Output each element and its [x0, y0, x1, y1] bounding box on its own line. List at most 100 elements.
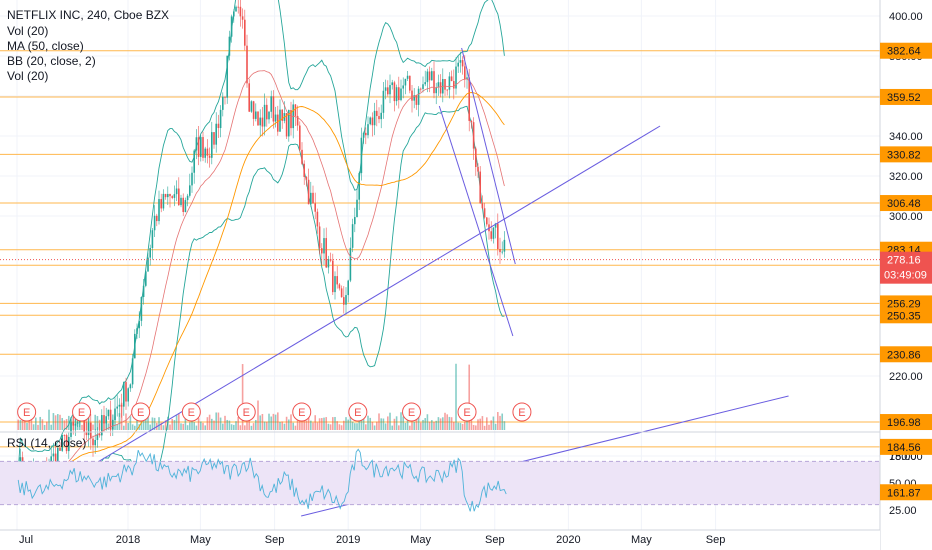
- candle-body: [217, 123, 220, 129]
- candle-body: [153, 215, 156, 231]
- volume-bar: [380, 418, 383, 430]
- candle-body: [252, 101, 255, 119]
- candle-body: [305, 176, 308, 180]
- volume-bar: [398, 425, 400, 430]
- volume-bar: [57, 414, 59, 430]
- candle-body: [343, 297, 345, 305]
- candle-body: [369, 117, 372, 125]
- candle-body: [98, 433, 101, 436]
- candle-body: [52, 453, 55, 457]
- candle-body: [125, 382, 127, 402]
- candle-body: [213, 132, 215, 145]
- candle-body: [422, 84, 424, 90]
- candle-body: [61, 435, 64, 451]
- candle-body: [87, 422, 90, 436]
- candle-body: [120, 404, 123, 407]
- volume-bar: [455, 363, 457, 430]
- candle-body: [200, 137, 202, 157]
- candle-body: [395, 87, 398, 102]
- volume-bar: [349, 414, 352, 430]
- volume-bar: [246, 421, 248, 430]
- volume-bar: [494, 423, 497, 430]
- volume-bar: [28, 412, 31, 430]
- level-tag-label: 161.87: [887, 487, 921, 499]
- candle-body: [323, 238, 325, 254]
- earnings-label: E: [298, 407, 305, 419]
- volume-bar: [17, 419, 20, 430]
- price-candles: [19, 0, 506, 490]
- volume-bar: [94, 414, 97, 430]
- volume-bar: [444, 412, 446, 430]
- volume-bar: [327, 423, 330, 430]
- volume-bar: [312, 422, 314, 430]
- volume-bar: [136, 417, 138, 430]
- volume-bar: [426, 414, 429, 430]
- candle-body: [169, 193, 171, 197]
- volume-bar: [431, 420, 433, 430]
- level-tag-label: 230.86: [887, 349, 921, 361]
- volume-bar: [347, 419, 350, 430]
- candle-body: [230, 16, 233, 37]
- price-tick-label: 220.00: [889, 371, 923, 383]
- volume-bar: [202, 422, 204, 430]
- candle-body: [160, 199, 163, 209]
- volume-bar: [356, 423, 358, 430]
- volume-bar: [316, 422, 319, 430]
- volume-bar: [303, 418, 306, 430]
- rsi-line: [17, 448, 507, 512]
- candle-body: [195, 137, 198, 151]
- candle-body: [494, 223, 497, 228]
- candle-body: [248, 83, 251, 112]
- candle-body: [351, 224, 354, 248]
- candle-body: [483, 208, 486, 218]
- volume-bar: [145, 415, 147, 430]
- candle-body: [57, 447, 59, 469]
- volume-bar: [96, 416, 99, 430]
- volume-bar: [369, 417, 372, 430]
- volume-bar: [32, 424, 35, 430]
- volume-bar: [52, 413, 55, 430]
- earnings-marker: [348, 402, 368, 422]
- volume-bar: [19, 420, 22, 430]
- candle-body: [191, 172, 193, 186]
- volume-bar: [61, 417, 64, 430]
- candle-body: [116, 406, 119, 409]
- volume-bar: [160, 422, 163, 430]
- volume-bar: [200, 421, 202, 430]
- volume-bar: [314, 415, 317, 430]
- candle-body: [307, 179, 310, 205]
- volume-bar: [158, 417, 160, 430]
- candle-body: [270, 96, 273, 112]
- volume-bar: [367, 415, 369, 430]
- volume-bar: [345, 417, 347, 430]
- candle-body: [455, 66, 457, 89]
- candle-body: [70, 422, 72, 437]
- candle-body: [334, 276, 336, 293]
- trendline: [43, 125, 661, 495]
- earnings-marker: [402, 402, 422, 422]
- level-tag: [880, 307, 932, 324]
- candle-body: [318, 226, 321, 249]
- volume-bar: [288, 419, 290, 430]
- legend-indicator-volume-2: Vol (20): [7, 69, 48, 83]
- trendlines[interactable]: [43, 47, 789, 517]
- time-tick-label: 2020: [556, 534, 580, 546]
- candle-body: [167, 193, 169, 198]
- price-tick-label: 340.00: [889, 131, 923, 143]
- level-tag: [880, 42, 932, 59]
- volume-bar: [261, 413, 264, 430]
- candle-body: [193, 150, 196, 173]
- candle-body: [65, 435, 68, 452]
- candle-body: [299, 125, 301, 150]
- level-tag: [880, 88, 932, 105]
- candle-body: [415, 95, 418, 105]
- volume-bar: [479, 418, 482, 430]
- volume-bar: [197, 418, 200, 430]
- level-tag-label: 196.98: [887, 417, 921, 429]
- volume-bar: [131, 424, 134, 430]
- volume-bar: [301, 414, 303, 430]
- candle-body: [464, 66, 466, 79]
- volume-bar: [475, 425, 477, 430]
